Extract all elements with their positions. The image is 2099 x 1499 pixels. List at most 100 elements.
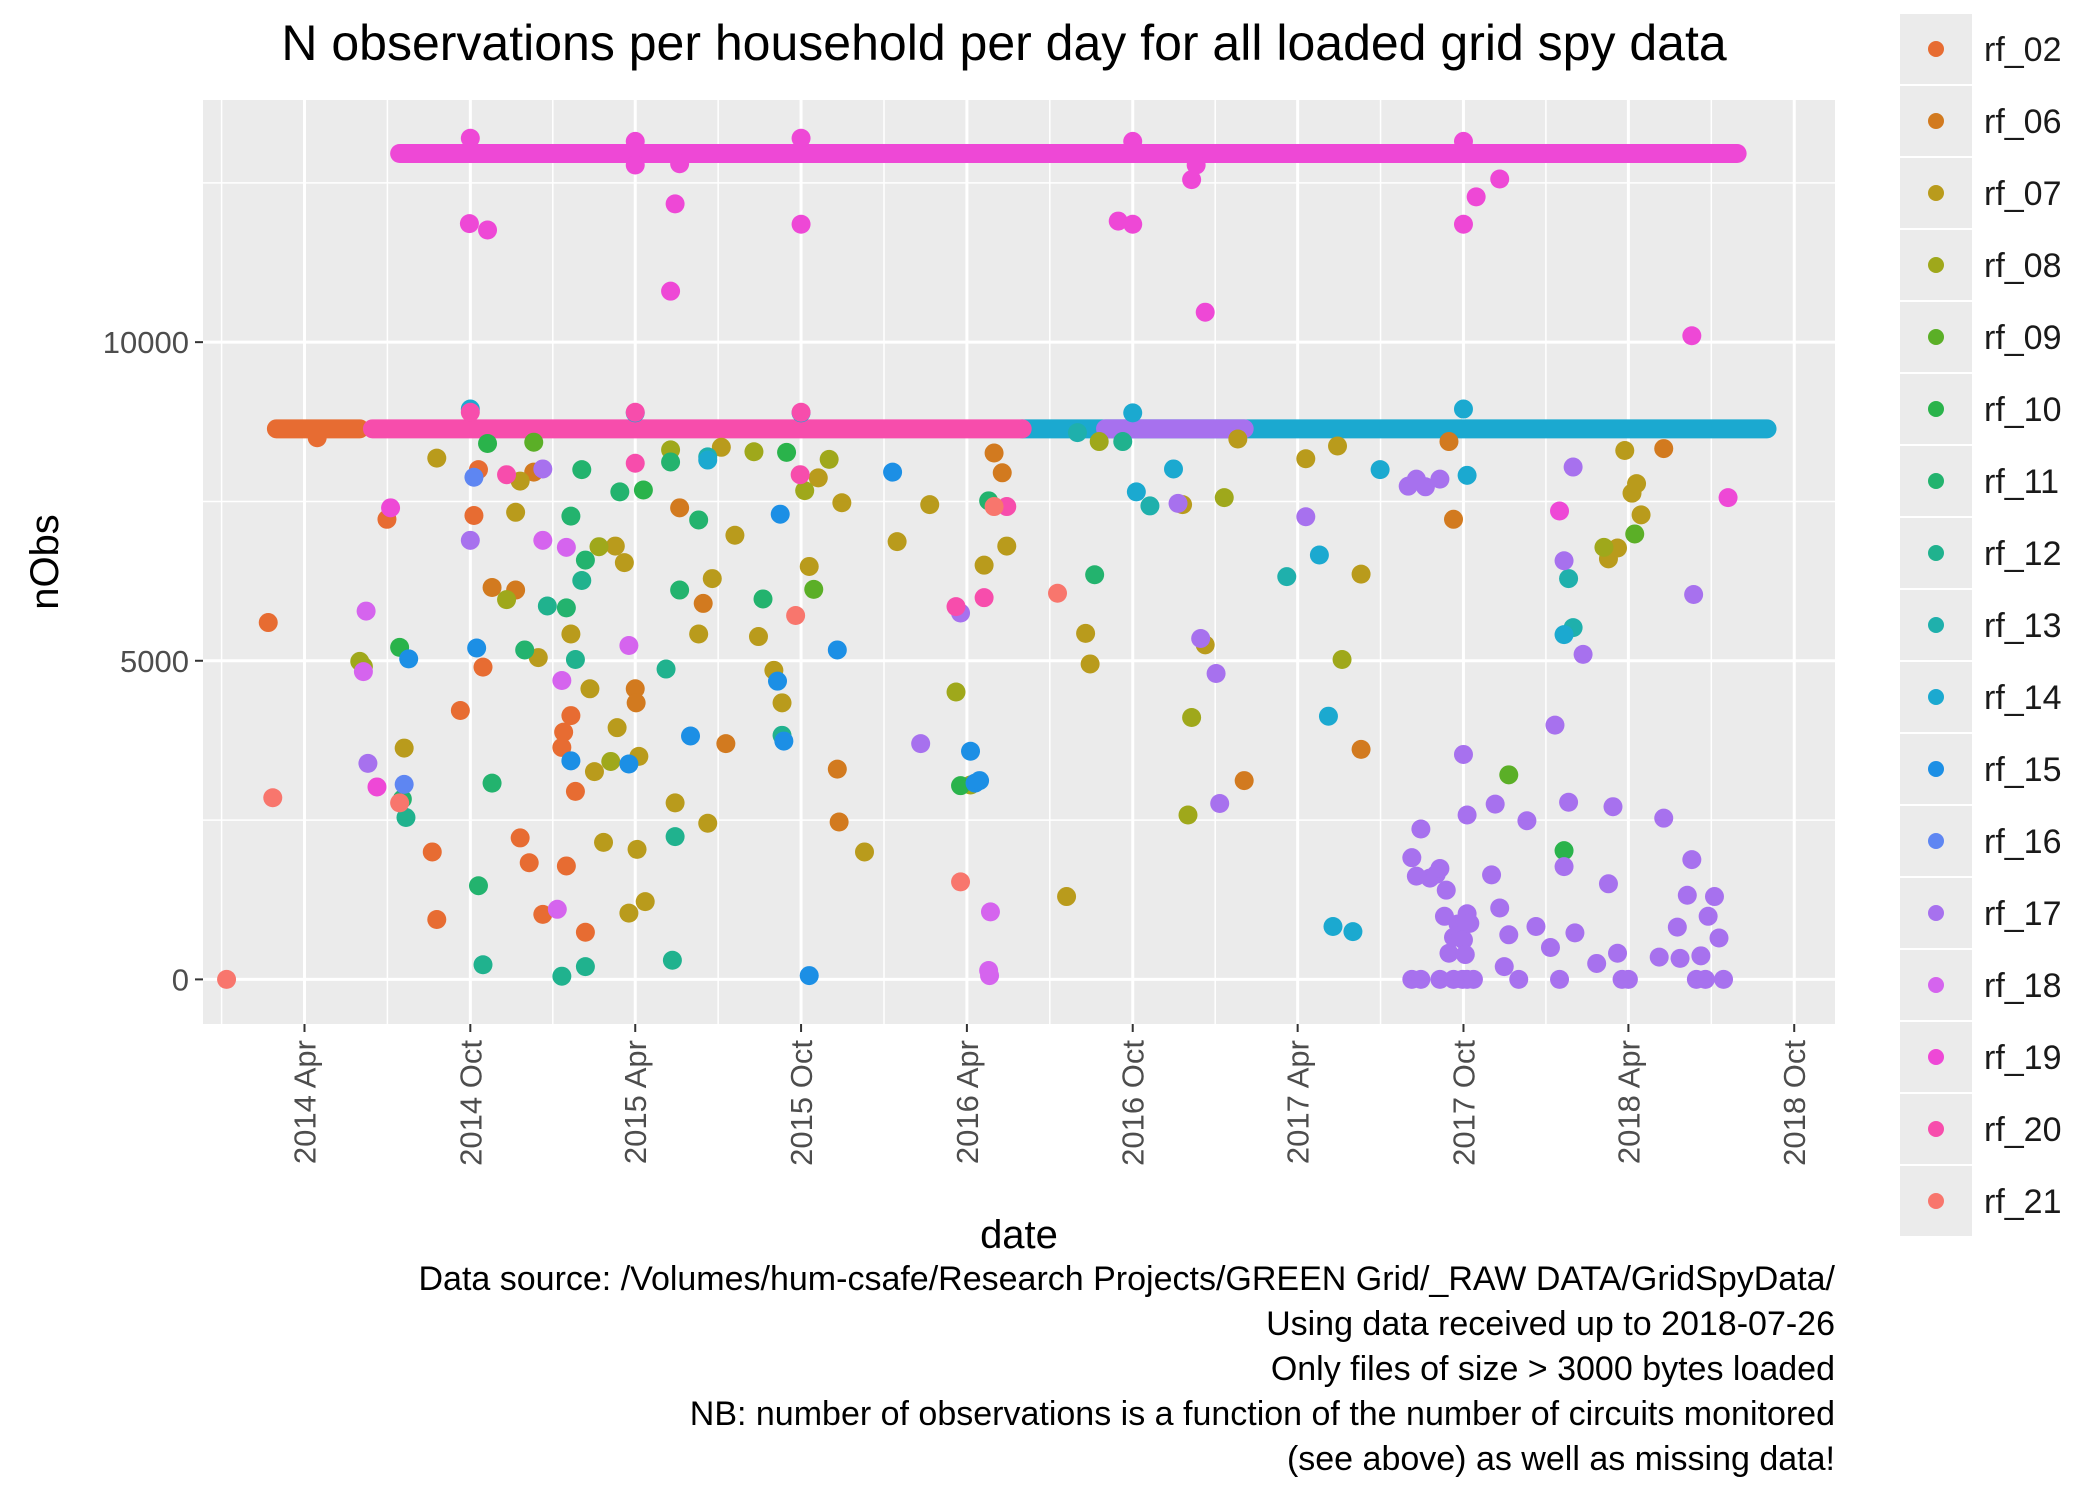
data-point-rf_08 [601,751,621,771]
data-point-rf_21 [786,606,806,626]
data-point-rf_19 [1123,131,1143,151]
data-point-rf_09 [1499,765,1519,785]
data-point-rf_07 [1080,654,1100,674]
data-point-rf_17 [1563,457,1583,477]
data-point-rf_19 [1108,211,1128,231]
data-point-rf_17 [1649,947,1669,967]
data-point-rf_14 [1126,482,1146,502]
data-point-rf_17 [1714,969,1734,989]
data-point-rf_18 [356,601,376,621]
data-point-rf_12 [473,955,493,975]
data-point-rf_17 [1677,885,1697,905]
data-point-rf_15 [827,640,847,660]
data-point-rf_09 [804,579,824,599]
data-point-rf_17 [1398,476,1418,496]
legend-label: rf_15 [1984,751,2062,789]
data-point-rf_02 [510,828,530,848]
data-point-rf_12 [537,596,557,616]
data-point-rf_19 [1466,187,1486,207]
data-point-rf_17 [1168,493,1188,513]
data-point-rf_17 [1545,715,1565,735]
data-point-rf_06 [625,679,645,699]
data-point-rf_18 [533,530,553,550]
data-point-rf_14 [1164,459,1184,479]
data-point-rf_07 [580,679,600,699]
data-point-rf_07 [1057,887,1077,907]
data-point-rf_06 [1351,739,1371,759]
x-tick-label: 2014 Apr [287,1040,322,1164]
data-point-rf_17 [1415,477,1435,497]
data-point-rf_17 [1430,469,1450,489]
data-point-rf_07 [506,502,526,522]
data-point-rf_17 [1490,898,1510,918]
data-point-rf_14 [1343,922,1363,942]
data-point-rf_17 [1210,794,1230,814]
data-point-rf_19 [670,154,690,174]
data-point-rf_06 [984,443,1004,463]
data-point-rf_17 [1402,848,1422,868]
data-point-rf_17 [1550,969,1570,989]
data-point-rf_17 [1691,946,1711,966]
data-point-rf_21 [263,788,283,808]
data-point-rf_02 [307,428,327,448]
data-point-rf_18 [980,902,1000,922]
data-point-rf_11 [572,460,592,480]
data-point-rf_14 [1318,706,1338,726]
data-point-rf_17 [1667,917,1687,937]
data-point-rf_07 [799,556,819,576]
data-point-rf_17 [1439,943,1459,963]
data-point-rf_17 [1587,953,1607,973]
data-point-rf_06 [693,593,713,613]
data-point-rf_07 [974,555,994,575]
data-point-rf_18 [980,966,1000,986]
data-bands [266,144,1777,439]
data-point-rf_15 [961,741,981,761]
data-point-rf_19 [1186,155,1206,175]
data-point-rf_17 [1598,874,1618,894]
data-point-rf_21 [951,872,971,892]
data-point-rf_14 [1370,460,1390,480]
data-point-rf_07 [1615,440,1635,460]
data-point-rf_14 [1453,399,1473,419]
data-point-rf_18 [353,662,373,682]
data-point-rf_17 [1191,628,1211,648]
data-point-rf_11 [753,589,773,609]
legend-swatch-rf_07 [1928,185,1944,201]
legend-label: rf_17 [1984,895,2062,933]
data-point-rf_02 [519,853,539,873]
data-point-rf_07 [584,762,604,782]
legend-swatch-rf_14 [1928,689,1944,705]
data-point-rf_17 [1482,865,1502,885]
x-tick-label: 2015 Apr [618,1040,653,1164]
legend-label: rf_13 [1984,607,2062,645]
legend-label: rf_12 [1984,535,2062,573]
data-point-rf_15 [768,671,788,691]
data-point-rf_11 [515,640,535,660]
data-point-rf_14 [1323,917,1343,937]
data-point-rf_06 [626,693,646,713]
data-point-rf_17 [1485,794,1505,814]
data-point-rf_17 [1603,797,1623,817]
legend-swatch-rf_17 [1928,905,1944,921]
legend-label: rf_14 [1984,679,2062,717]
data-point-rf_06 [1439,432,1459,452]
data-point-rf_07 [1631,505,1651,525]
data-point-rf_17 [1499,925,1519,945]
data-point-rf_13 [1067,423,1087,443]
data-point-rf_19 [791,128,811,148]
data-point-rf_07 [1228,429,1248,449]
data-point-rf_10 [478,433,498,453]
data-point-rf_07 [635,892,655,912]
legend-swatch-rf_18 [1928,977,1944,993]
data-point-rf_11 [556,598,576,618]
y-axis: 0 5000 10000 [103,325,203,997]
data-point-rf_18 [552,671,572,691]
legend-label: rf_02 [1984,31,2062,69]
data-point-rf_07 [394,738,414,758]
data-point-rf_07 [619,903,639,923]
data-point-rf_21 [390,793,410,813]
x-tick-label: 2014 Oct [453,1040,488,1166]
data-point-rf_11 [468,876,488,896]
data-point-rf_20 [974,588,994,608]
